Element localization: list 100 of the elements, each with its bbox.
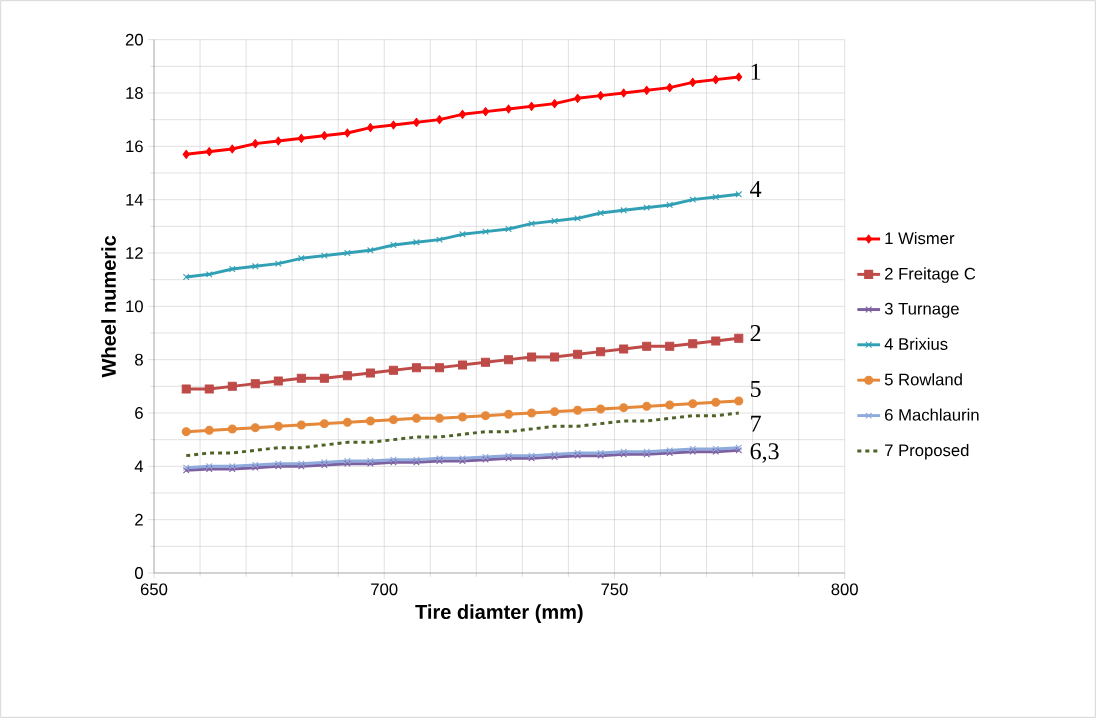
point	[274, 136, 282, 146]
point	[342, 371, 352, 381]
point	[505, 104, 513, 114]
point	[342, 417, 352, 427]
point	[273, 421, 283, 431]
point	[504, 355, 514, 365]
point	[527, 352, 537, 362]
point	[504, 409, 514, 419]
legend-label: 4 Brixius	[884, 337, 948, 350]
point	[227, 381, 237, 391]
y-tick-label: 16	[126, 140, 143, 153]
point	[480, 411, 491, 421]
point	[481, 107, 490, 117]
point	[273, 376, 283, 386]
point	[205, 270, 213, 278]
x-tick-label: 750	[601, 583, 628, 596]
point	[296, 420, 306, 430]
point	[712, 193, 720, 201]
annotation: 4	[750, 181, 762, 197]
annotation: 5	[750, 381, 761, 397]
y-tick-label: 12	[126, 247, 143, 259]
legend-label: 7 Proposed	[885, 443, 969, 460]
point	[642, 341, 652, 351]
point	[573, 405, 583, 415]
point	[689, 77, 697, 87]
point	[319, 419, 329, 429]
y-tick-label: 10	[126, 300, 143, 313]
point	[411, 413, 421, 423]
point	[251, 139, 259, 149]
annotation: 6,3	[750, 443, 779, 463]
point	[457, 412, 468, 422]
y-tick-label: 20	[125, 33, 143, 46]
point	[319, 373, 329, 383]
y-tick-label: 8	[135, 353, 143, 366]
point	[665, 341, 675, 351]
point	[666, 83, 674, 93]
point	[642, 401, 652, 411]
point	[412, 117, 420, 127]
point	[205, 147, 213, 157]
point	[505, 225, 512, 233]
point	[388, 415, 398, 425]
y-axis-title: Wheel numeric	[101, 235, 116, 378]
x-tick-label: 700	[371, 583, 398, 596]
point	[320, 131, 328, 141]
point	[228, 144, 236, 154]
point	[550, 352, 560, 362]
point	[182, 273, 190, 281]
x-axis-title: Tire diamter (mm)	[415, 604, 583, 623]
y-tick-label: 18	[126, 87, 143, 99]
point	[435, 115, 444, 125]
point	[643, 85, 651, 95]
point	[551, 99, 559, 109]
point	[250, 379, 260, 389]
x-tick-label: 800	[831, 583, 858, 596]
point	[457, 360, 468, 370]
point	[665, 400, 675, 410]
point	[734, 396, 744, 406]
point	[181, 384, 191, 394]
point	[596, 347, 606, 357]
point	[367, 246, 374, 254]
annotation: 7	[751, 415, 761, 432]
point	[366, 123, 374, 133]
point	[734, 333, 744, 343]
point	[689, 196, 697, 204]
point	[182, 149, 190, 159]
point	[434, 363, 445, 373]
legend-label: 2 Freitage C	[885, 267, 976, 283]
point	[597, 91, 605, 101]
point	[688, 339, 698, 349]
point	[596, 404, 606, 414]
point	[528, 220, 535, 228]
point	[436, 236, 443, 244]
legend-label: 5 Rowland	[884, 373, 962, 386]
y-tick-label: 6	[135, 407, 143, 419]
point	[411, 363, 421, 373]
point	[527, 408, 537, 418]
annotation: 2	[750, 325, 761, 341]
point	[344, 249, 351, 257]
point	[434, 413, 445, 423]
point	[413, 238, 420, 246]
point	[711, 336, 721, 346]
point	[480, 357, 491, 367]
point	[550, 407, 560, 417]
point	[620, 88, 628, 98]
x-tick-label: 650	[140, 583, 168, 596]
point	[296, 373, 306, 383]
point	[250, 423, 260, 433]
point	[365, 416, 375, 426]
point	[389, 120, 397, 130]
point	[297, 133, 305, 143]
point	[735, 190, 743, 198]
point	[390, 241, 397, 249]
point	[551, 217, 558, 225]
point	[458, 109, 467, 119]
y-tick-label: 14	[126, 193, 144, 206]
point	[204, 384, 214, 394]
legend-label: 6 Machlaurin	[885, 408, 979, 421]
point	[204, 425, 214, 435]
point	[712, 75, 720, 85]
point	[597, 209, 605, 217]
